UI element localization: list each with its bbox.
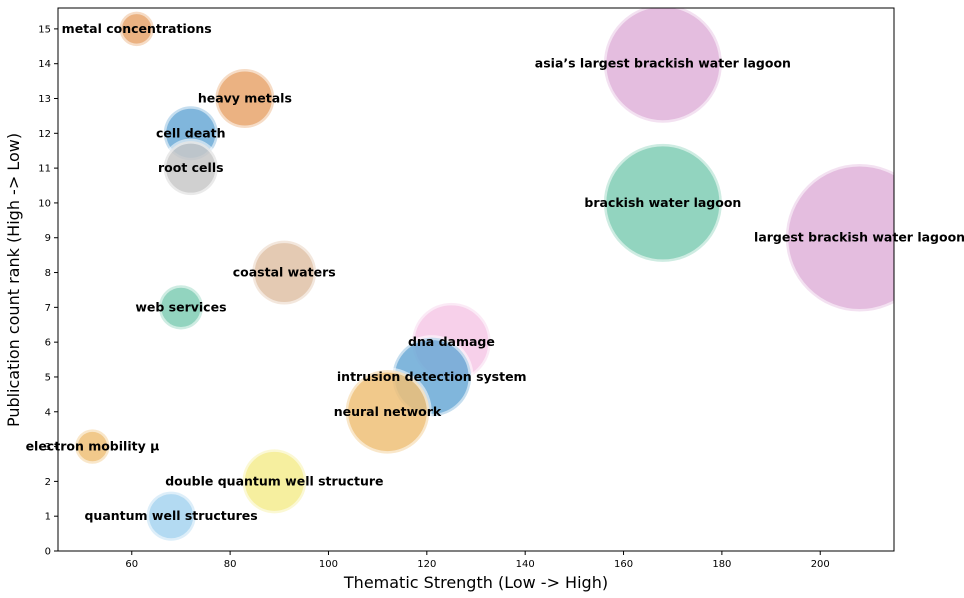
y-tick-label: 10	[38, 198, 51, 209]
x-tick-label: 180	[712, 559, 731, 570]
plot-frame	[57, 7, 895, 552]
bubble-label: asia’s largest brackish water lagoon	[535, 56, 791, 71]
bubble-point	[783, 161, 894, 314]
y-tick-label: 7	[45, 303, 51, 314]
y-tick-label: 4	[45, 407, 51, 418]
bubble-label: cell death	[156, 125, 226, 140]
bubble-point	[212, 66, 277, 131]
bubble-label: double quantum well structure	[165, 473, 383, 488]
y-tick-label: 6	[45, 338, 51, 349]
bubble-label: brackish water lagoon	[584, 195, 741, 210]
y-tick-label: 0	[45, 547, 51, 558]
y-axis-title: Publication count rank (High -> Low)	[4, 133, 23, 427]
x-tick-label: 80	[224, 559, 237, 570]
bubble-label: root cells	[158, 160, 224, 175]
bubble-point	[343, 367, 432, 457]
bubble-label: intrusion detection system	[337, 369, 527, 384]
bubble-label: heavy metals	[198, 91, 292, 106]
x-tick-label: 60	[125, 559, 138, 570]
bubble-label: metal concentrations	[62, 21, 212, 36]
bubble-point	[116, 9, 157, 49]
bubble-label: web services	[135, 299, 226, 314]
x-axis: 60 80 100 120 140 160 180 200	[125, 551, 830, 570]
bubble-label: dna damage	[408, 334, 495, 349]
x-tick-label: 200	[811, 559, 830, 570]
bubble-point	[156, 282, 206, 332]
bubble-point	[72, 426, 113, 467]
y-tick-label: 14	[38, 59, 51, 70]
y-tick-label: 13	[38, 94, 51, 105]
bubble-point	[601, 141, 725, 265]
y-tick-label: 8	[45, 268, 51, 279]
y-tick-label: 15	[38, 24, 51, 35]
y-tick-label: 1	[45, 512, 51, 523]
x-tick-label: 140	[516, 559, 535, 570]
bubble-point	[601, 8, 725, 126]
y-tick-label: 2	[45, 477, 51, 488]
x-tick-label: 160	[614, 559, 633, 570]
bubble-label: quantum well structures	[84, 508, 257, 523]
bubble-label: largest brackish water lagoon	[754, 230, 964, 245]
bubble-label-layer: metal concentrations asia’s largest brack…	[26, 21, 964, 523]
y-tick-label: 9	[45, 233, 51, 244]
bubble-layer	[72, 8, 894, 544]
y-tick-label: 3	[45, 442, 51, 453]
bubble-point	[161, 138, 221, 198]
bubble-label: electron mobility μ	[26, 439, 160, 454]
x-tick-label: 100	[319, 559, 338, 570]
bubble-label: coastal waters	[233, 265, 336, 280]
bubble-point	[239, 446, 309, 516]
y-tick-label: 11	[38, 164, 51, 175]
bubble-label: neural network	[334, 404, 442, 419]
y-tick-label: 12	[38, 129, 51, 140]
x-axis-title: Thematic Strength (Low -> High)	[343, 573, 608, 592]
bubble-point	[249, 238, 319, 308]
y-tick-label: 5	[45, 372, 51, 383]
x-tick-label: 120	[417, 559, 436, 570]
bubble-point	[144, 489, 199, 544]
